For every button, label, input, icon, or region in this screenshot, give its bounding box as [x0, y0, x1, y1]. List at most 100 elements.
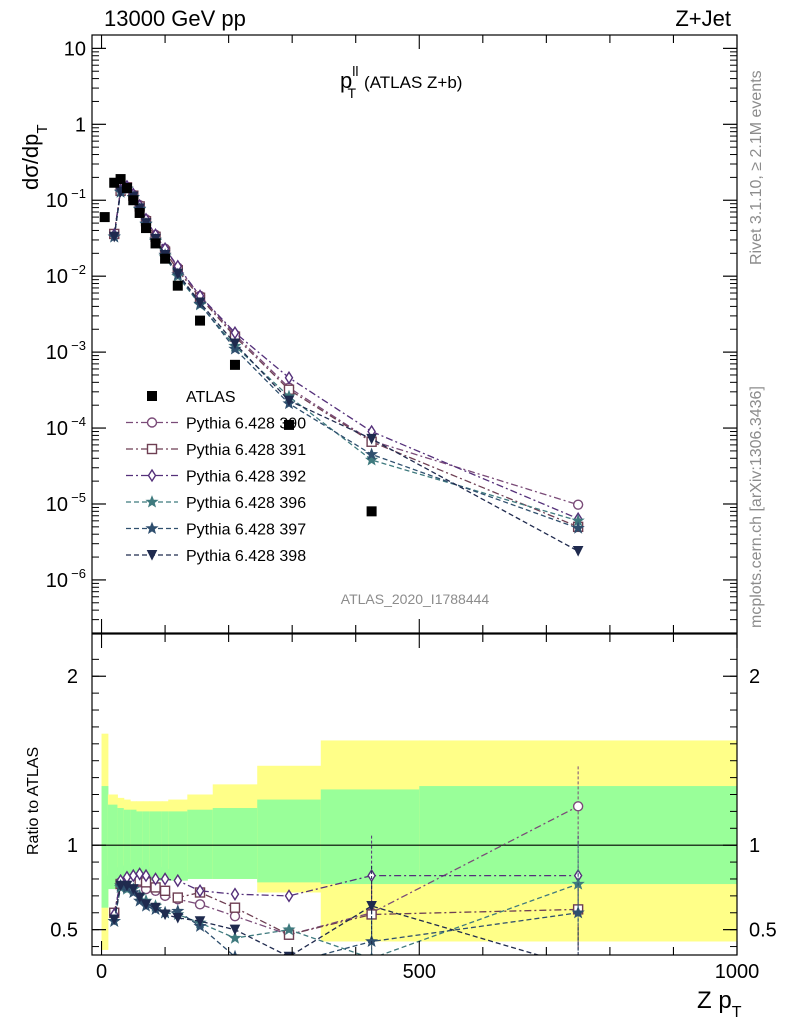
ratio-point-4-13 [571, 905, 585, 919]
mc-point-0-13 [572, 499, 584, 510]
y-tick-label-1: 1 [75, 114, 86, 136]
data-point-8 [160, 253, 171, 264]
band-inner-13 [320, 789, 420, 885]
y-tick-exp-4: −3 [71, 338, 86, 353]
legend-label-1: Pythia 6.428 391 [186, 442, 306, 459]
data-point-10 [195, 315, 206, 326]
data-point-12 [283, 419, 294, 430]
plot-title-sup: ll [352, 63, 358, 79]
analysis-watermark: ATLAS_2020_I1788444 [341, 591, 490, 607]
ratio-point-5-12 [366, 901, 377, 912]
ratio-panel-axes: 0.5 0.5 1 1 2 2 0 500 1000 [50, 634, 777, 983]
y-tick-label-3: 10 [46, 266, 68, 288]
mc-point-4-13 [571, 521, 585, 534]
x-axis-label: Z pT [697, 987, 742, 1021]
main-panel-marks [99, 174, 585, 557]
mc-point-5-13 [572, 546, 584, 557]
band-inner-6 [142, 811, 150, 881]
data-point-1 [109, 177, 120, 188]
mc-point-4-12 [365, 447, 379, 460]
mc-point-5-11 [283, 395, 295, 407]
ratio-point-1-10 [229, 902, 241, 913]
ratio-point-2-7 [160, 872, 170, 886]
data-point-5 [134, 207, 145, 218]
plot-title-main: p [340, 68, 352, 93]
mc-line-5 [113, 187, 579, 552]
mc-point-2-10 [230, 325, 240, 340]
mc-line-1 [113, 186, 579, 528]
ratio-point-5-13 [574, 962, 583, 971]
y-tick-label-6: 10 [46, 494, 68, 516]
y-tick-label-5: 10 [46, 418, 68, 440]
data-point-9 [172, 280, 183, 291]
ratio-point-5-9 [194, 916, 206, 927]
ratio-point-0-13 [572, 801, 584, 812]
legend-label-3: Pythia 6.428 396 [186, 495, 306, 512]
x-tick-label-2: 1000 [715, 961, 760, 983]
mc-line-2 [113, 185, 579, 520]
mcplots-label: mcplots.cern.ch [arXiv:1306.3436] [748, 386, 765, 628]
ratio-panel: 0.5 0.5 1 1 2 2 0 500 1000 Ratio to ATLAS Z pT [25, 633, 777, 1021]
ratio-point-1-8 [172, 892, 183, 903]
ratio-point-1-7 [159, 885, 171, 896]
mc-point-5-0 [108, 231, 120, 243]
y-tick-exp-5: −4 [71, 414, 86, 429]
ratio-panel-marks [92, 733, 737, 971]
ratio-point-2-6 [151, 872, 160, 886]
mc-point-5-10 [229, 338, 241, 350]
data-point-11 [229, 359, 240, 370]
band-inner-8 [161, 811, 169, 881]
legend-marker-3 [145, 495, 159, 508]
ratio-point-2-5 [141, 868, 151, 883]
band-inner-1 [107, 804, 118, 890]
ratio-y-axis-label: Ratio to ATLAS [25, 747, 42, 855]
band-inner-9 [168, 811, 188, 881]
data-point-13 [366, 506, 377, 517]
ratio-point-2-4 [135, 867, 144, 881]
ratio-point-5-10 [229, 924, 241, 936]
mc-point-5-12 [366, 433, 377, 445]
legend-label-5: Pythia 6.428 398 [186, 548, 306, 565]
band-inner-11 [212, 808, 258, 879]
legend-label-2: Pythia 6.428 392 [186, 469, 306, 486]
ratio-point-5-8 [172, 912, 184, 924]
header-beam-label: 13000 GeV pp [104, 6, 246, 31]
ratio-y-tick-label-0: 0.5 [50, 920, 78, 942]
ratio-y-tick-label-right-0: 0.5 [749, 920, 777, 942]
legend-marker-1 [146, 443, 158, 455]
legend-label-0: Pythia 6.428 390 [186, 416, 306, 433]
band-inner-2 [117, 808, 125, 886]
ratio-point-0-10 [229, 910, 241, 922]
legend-label-4: Pythia 6.428 397 [186, 522, 306, 539]
ratio-point-5-1 [115, 880, 126, 892]
ratio-y-tick-label-2: 2 [67, 666, 78, 688]
ratio-point-3-11 [282, 922, 296, 936]
y-tick-label-4: 10 [46, 342, 68, 364]
mc-line-4 [113, 187, 579, 529]
mc-line-3 [113, 188, 579, 522]
band-inner-7 [149, 811, 163, 881]
ratio-point-4-11 [284, 958, 294, 968]
y-tick-label-2: 10 [46, 190, 68, 212]
ratio-point-5-11 [283, 951, 295, 955]
y-tick-exp-3: −2 [71, 262, 86, 277]
band-inner-4 [130, 809, 137, 883]
mc-point-5-8 [172, 268, 184, 280]
data-point-0 [99, 212, 110, 223]
mc-line-0 [113, 186, 579, 506]
ratio-point-0-9 [194, 899, 206, 910]
data-point-4 [128, 195, 139, 206]
ratio-point-3-10 [228, 931, 242, 944]
mc-point-5-9 [194, 297, 206, 309]
band-inner-12 [257, 799, 322, 883]
ratio-point-2-8 [173, 873, 183, 888]
legend-marker-data [147, 391, 157, 401]
legend-label-data: ATLAS [186, 389, 236, 406]
main-y-axis-label: dσ/dpT [18, 124, 51, 190]
legend-marker-2 [147, 468, 157, 483]
ratio-point-5-3 [127, 884, 139, 895]
band-inner-3 [123, 809, 131, 885]
ratio-point-5-0 [108, 914, 120, 926]
